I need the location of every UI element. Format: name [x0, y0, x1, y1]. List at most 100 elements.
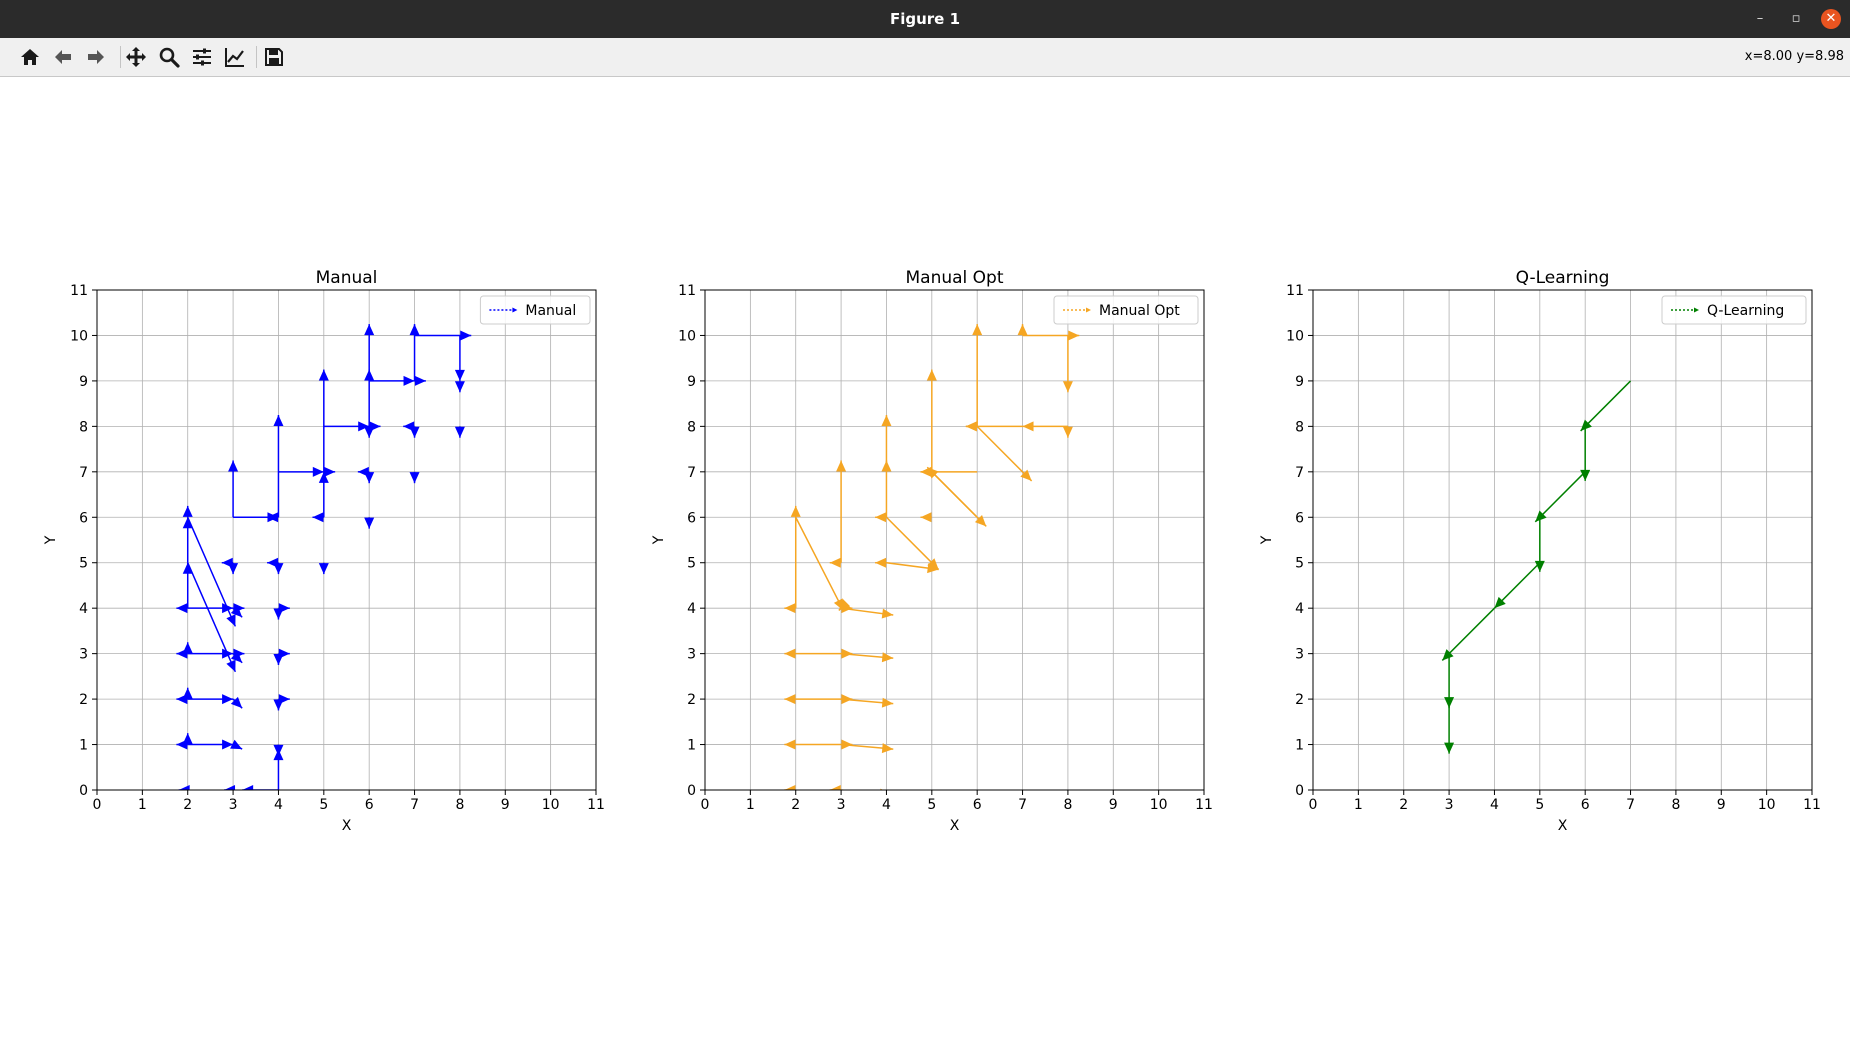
arrow-head [278, 648, 290, 659]
legend-swatch-head [1694, 307, 1699, 313]
data-layer [1441, 380, 1632, 754]
figure-canvas[interactable]: 0 1 2 3 4 5 6 7 8 9 10 11 0 1 2 3 4 5 6 7 8 9 10 11 Manual X Y Manu… [0, 77, 1850, 1055]
x-tick-label: 10 [1758, 797, 1776, 813]
y-tick-label: 7 [79, 465, 88, 481]
x-axis-label: X [1558, 818, 1568, 834]
arrow-head [829, 557, 841, 568]
data-arrow [790, 505, 801, 609]
x-tick-label: 1 [746, 797, 755, 813]
data-arrow [784, 785, 796, 790]
arrow-head [784, 785, 796, 790]
y-tick-label: 11 [1286, 283, 1304, 299]
y-tick-label: 8 [1295, 419, 1304, 435]
arrow-head [409, 472, 420, 484]
x-tick-label: 8 [455, 797, 464, 813]
legend: Manual [479, 295, 591, 325]
navigation-toolbar: x=8.00 y=8.98 [0, 38, 1850, 77]
data-arrow [875, 557, 887, 568]
y-tick-label: 3 [1295, 647, 1304, 663]
back-button[interactable] [50, 44, 76, 70]
y-tick-label: 5 [79, 556, 88, 572]
x-tick-label: 2 [1399, 797, 1408, 813]
data-arrow [318, 369, 329, 472]
forward-button[interactable] [83, 44, 109, 70]
y-tick-label: 10 [1286, 328, 1304, 344]
data-arrow [784, 648, 842, 659]
y-tick-label: 9 [687, 374, 696, 390]
x-axis-label: X [950, 818, 960, 834]
arrow-head [230, 696, 243, 709]
y-axis-label: Y [651, 535, 667, 545]
arrow-head [324, 466, 336, 477]
arrow-head [1062, 426, 1073, 438]
x-tick-label: 3 [229, 797, 238, 813]
y-tick-label: 1 [79, 738, 88, 754]
data-arrow [369, 375, 415, 386]
data-arrow [187, 739, 234, 750]
data-arrow [230, 605, 243, 618]
legend-box [479, 295, 591, 325]
coordinate-readout: x=8.00 y=8.98 [1744, 49, 1844, 64]
y-tick-label: 1 [1295, 738, 1304, 754]
arrow-head [176, 648, 188, 659]
y-tick-label: 5 [687, 556, 696, 572]
save-button[interactable] [261, 44, 287, 70]
y-tick-label: 6 [687, 510, 696, 526]
data-arrow [829, 557, 842, 568]
y-axis-label: Y [43, 535, 59, 545]
data-arrow [267, 557, 279, 568]
x-axis-label: X [342, 818, 352, 834]
arrow-shaft [187, 516, 237, 627]
arrow-head [230, 605, 243, 618]
arrow-shaft [1534, 471, 1586, 523]
arrow-head [267, 512, 279, 523]
arrow-head [369, 421, 381, 432]
x-tick-label: 5 [319, 797, 328, 813]
x-tick-label: 11 [587, 797, 605, 813]
data-arrow [176, 739, 188, 750]
x-tick-label: 6 [973, 797, 982, 813]
arrow-head [829, 785, 841, 790]
home-button[interactable] [17, 44, 43, 70]
arrow-head [972, 324, 983, 336]
data-arrow [187, 562, 237, 673]
data-arrow [228, 460, 239, 518]
y-tick-label: 2 [687, 692, 696, 708]
arrow-head [230, 651, 243, 663]
zoom-button[interactable] [156, 44, 182, 70]
y-tick-label: 0 [1295, 783, 1304, 799]
arrow-head [357, 466, 369, 477]
edit-axes-button[interactable] [222, 44, 248, 70]
arrow-head [1020, 469, 1032, 481]
x-tick-label: 8 [1671, 797, 1680, 813]
window-titlebar[interactable]: Figure 1 – ▫ ✕ [0, 0, 1850, 38]
arrow-head [182, 517, 193, 529]
x-tick-label: 6 [1581, 797, 1590, 813]
configure-subplots-button[interactable] [189, 44, 215, 70]
data-arrow [795, 516, 845, 611]
data-arrow [312, 512, 324, 523]
data-arrow [187, 694, 234, 705]
arrow-head [974, 515, 987, 527]
figure-svg[interactable]: 0 1 2 3 4 5 6 7 8 9 10 1101234567891011ManualXYManu… [0, 77, 1850, 1055]
data-arrow [357, 466, 370, 477]
data-arrow [836, 460, 847, 563]
subplot-title: Manual Opt [905, 268, 1003, 288]
data-arrow [840, 607, 894, 619]
pan-button[interactable] [123, 44, 149, 70]
x-tick-label: 2 [791, 797, 800, 813]
y-tick-label: 5 [1295, 556, 1304, 572]
data-arrow [976, 425, 1033, 482]
minimize-button[interactable]: – [1756, 11, 1764, 26]
arrow-head [926, 369, 937, 381]
arrow-head [875, 557, 887, 568]
arrow-head [1580, 419, 1592, 431]
maximize-button[interactable]: ▫ [1791, 11, 1801, 26]
close-button[interactable]: ✕ [1821, 9, 1841, 29]
axes-frame [96, 289, 597, 791]
arrow-head [182, 562, 193, 574]
subplot-title: Q-Learning [1516, 268, 1610, 288]
legend-swatch-head [512, 307, 518, 313]
data-arrow [182, 505, 193, 518]
legend-box [1053, 295, 1199, 325]
